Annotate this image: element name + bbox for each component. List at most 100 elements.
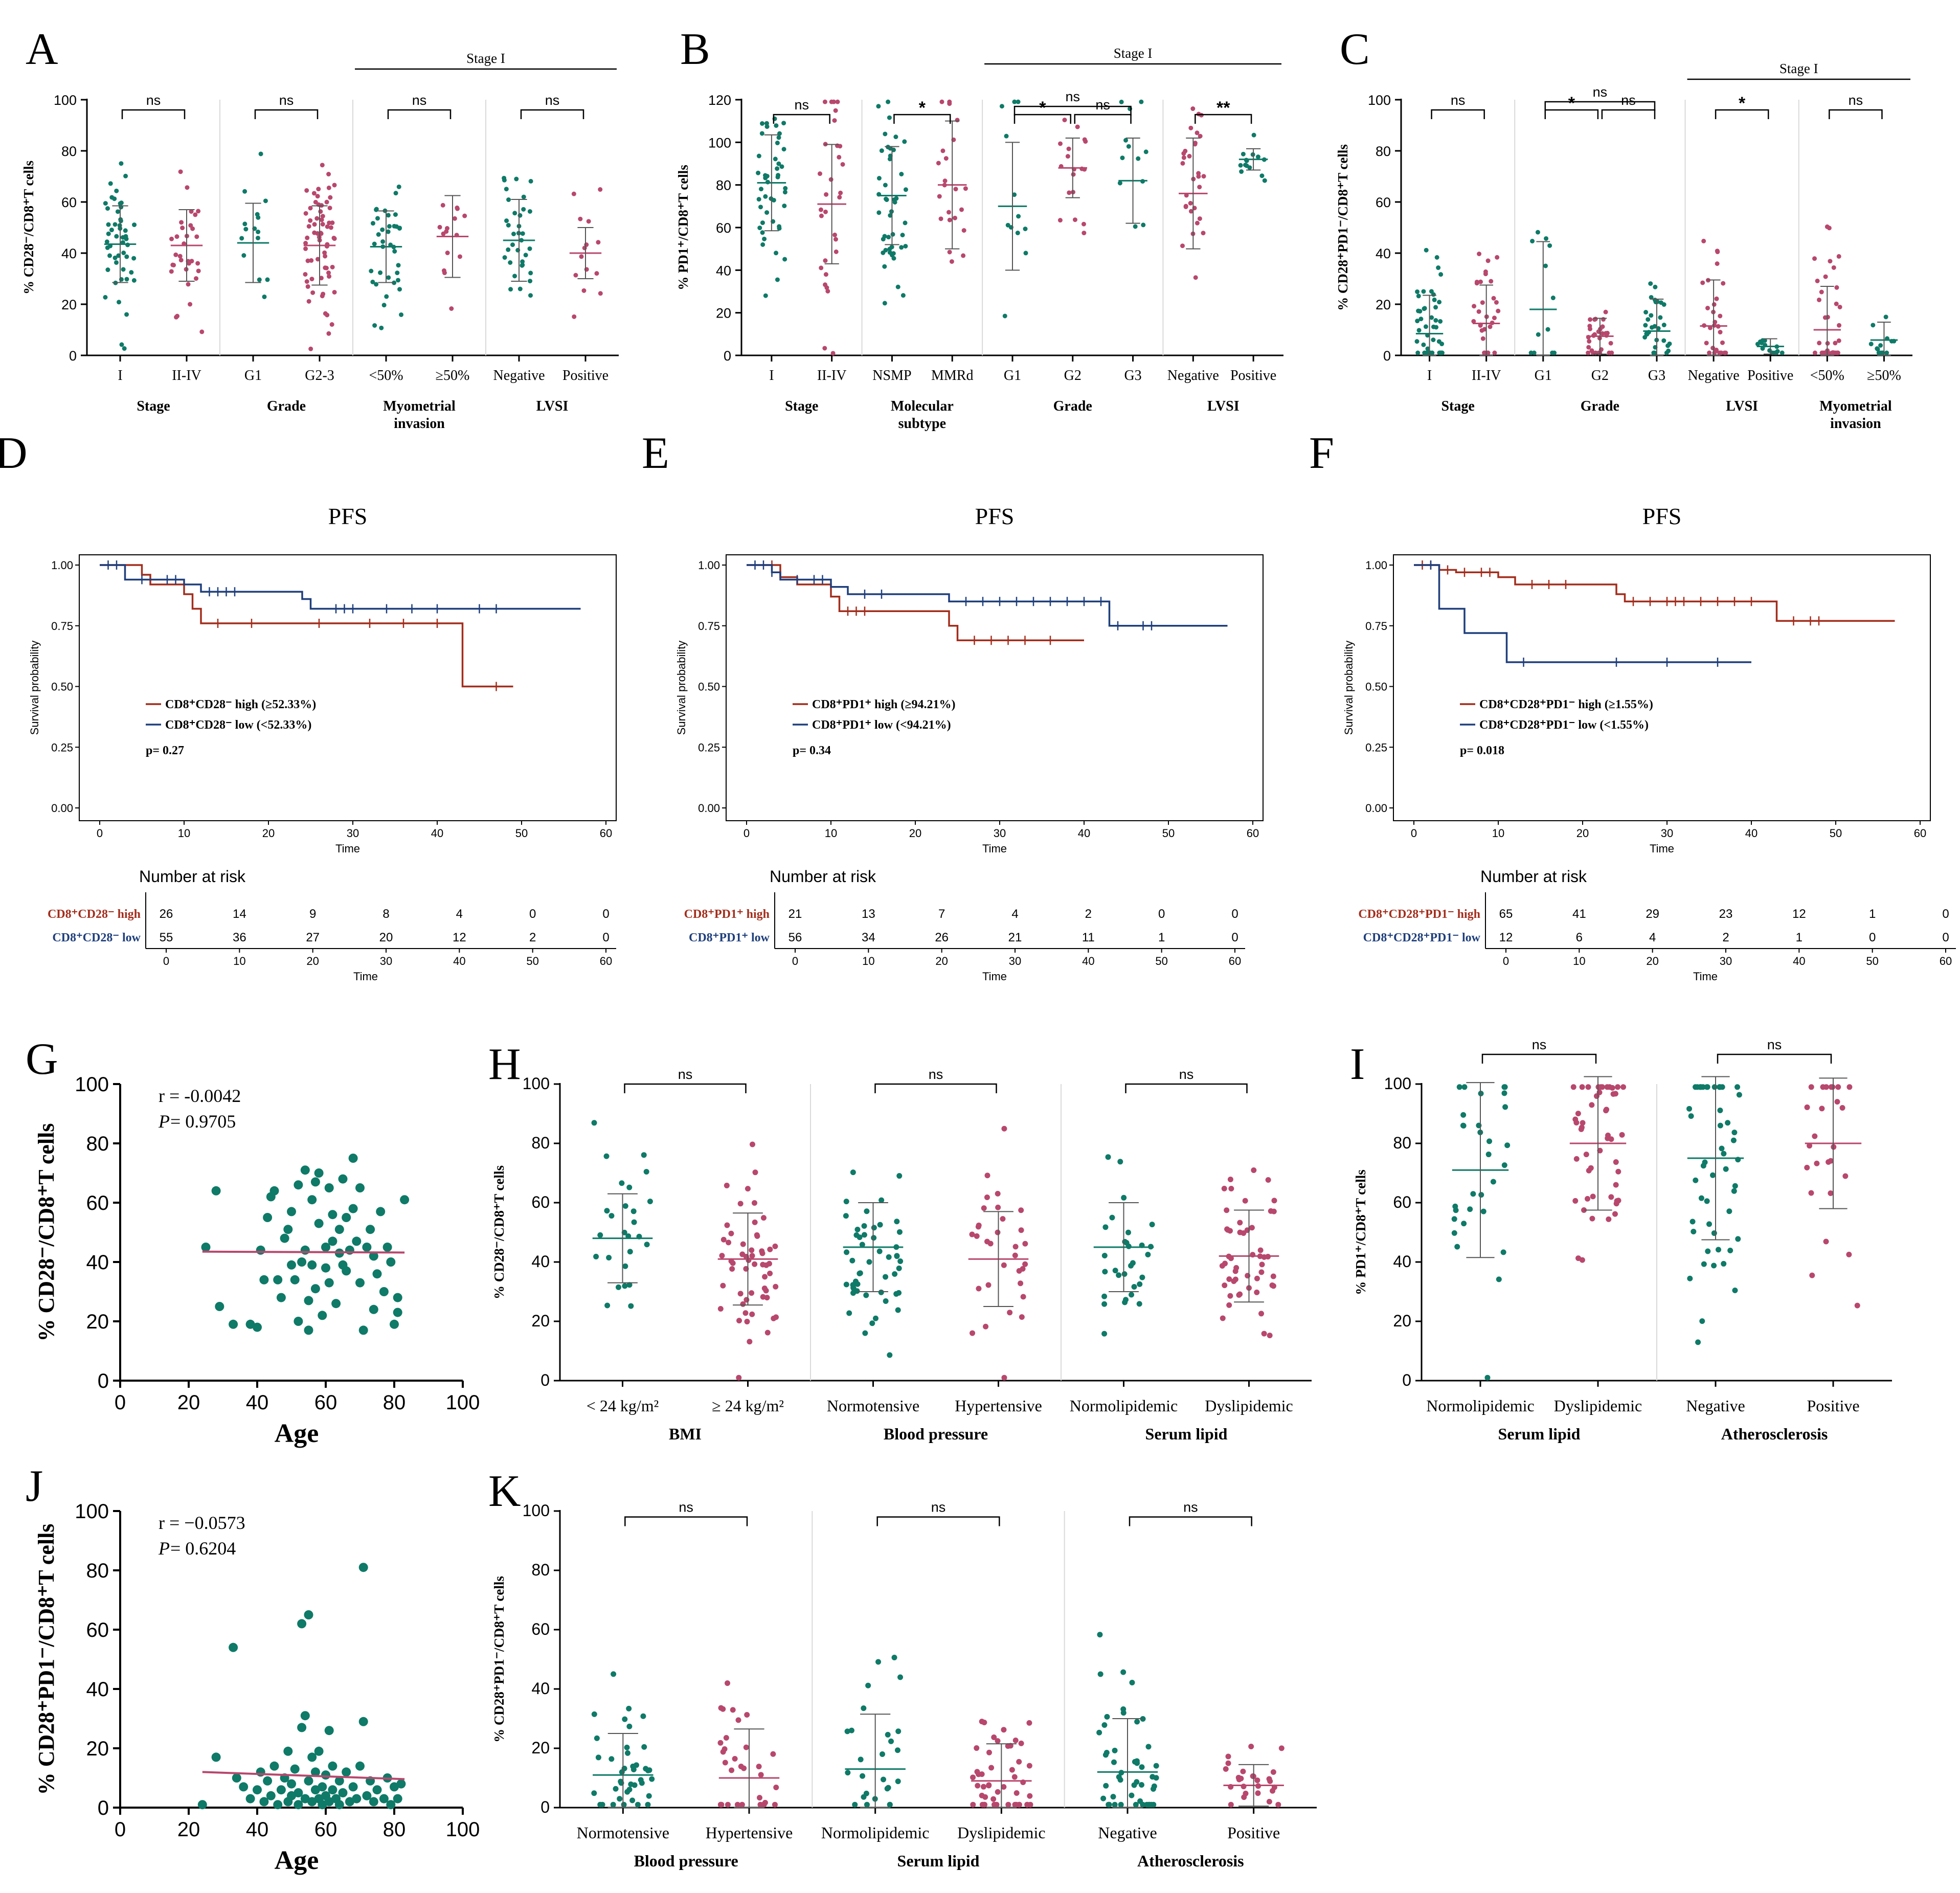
- data-point: [1579, 1124, 1585, 1131]
- data-point: [878, 1197, 885, 1203]
- y-tick-label: 40: [531, 1252, 550, 1271]
- data-point: [984, 1195, 990, 1201]
- data-point: [578, 216, 583, 221]
- risk-value: 0: [1869, 931, 1876, 944]
- data-point: [1812, 1133, 1818, 1139]
- data-point: [975, 1783, 981, 1789]
- data-point: [129, 270, 134, 275]
- y-tick-label: 0.50: [698, 681, 720, 693]
- data-point: [1573, 1156, 1580, 1162]
- data-point: [393, 1794, 402, 1804]
- data-point: [976, 1222, 982, 1228]
- panel-label: B: [680, 25, 710, 74]
- risk-x-tick-label: 60: [600, 955, 612, 967]
- data-point: [511, 232, 516, 237]
- data-point: [626, 1282, 633, 1288]
- y-tick-label: 100: [75, 1073, 109, 1096]
- data-point: [266, 1791, 276, 1800]
- data-point: [374, 282, 379, 287]
- risk-value: 20: [379, 931, 393, 944]
- data-point: [981, 1205, 987, 1211]
- category-label: Negative: [1167, 368, 1219, 384]
- data-point: [399, 312, 404, 317]
- plot-frame: [1393, 554, 1931, 821]
- data-point: [953, 215, 958, 220]
- y-tick-label: 0.75: [51, 620, 73, 633]
- data-point: [830, 351, 836, 356]
- r-value: r = -0.0042: [159, 1086, 241, 1106]
- data-point: [1148, 1801, 1155, 1808]
- data-point: [253, 1322, 262, 1332]
- data-point: [305, 235, 310, 240]
- risk-row-label: CD8⁺CD28⁻ high: [48, 908, 141, 921]
- significance-label: *: [1739, 94, 1746, 113]
- data-point: [1007, 1310, 1013, 1316]
- x-tick-label: 20: [909, 827, 921, 840]
- data-point: [1606, 1216, 1612, 1222]
- y-axis-title: % CD28⁻/CD8⁺T cells: [21, 161, 36, 295]
- data-point: [1015, 231, 1020, 236]
- data-point: [259, 1275, 269, 1284]
- data-point: [358, 1325, 368, 1335]
- data-point: [1688, 1113, 1694, 1119]
- data-point: [283, 1225, 293, 1234]
- data-point: [586, 219, 591, 224]
- data-point: [320, 222, 325, 227]
- data-point: [1804, 1164, 1810, 1170]
- data-point: [1123, 1297, 1129, 1303]
- data-point: [1815, 278, 1820, 283]
- category-label: Normolipidemic: [1070, 1396, 1178, 1415]
- panel-B: B 0 20 40 60 80 100 120 % PD1⁺/CD8⁺T cells I II-IV…: [675, 25, 1283, 432]
- data-point: [631, 1219, 637, 1225]
- data-point: [374, 207, 379, 212]
- data-point: [1101, 1293, 1108, 1299]
- data-point: [720, 1282, 726, 1289]
- y-tick-label: 1.00: [698, 559, 720, 572]
- data-point: [1722, 350, 1727, 355]
- data-point: [1693, 1084, 1699, 1090]
- data-point: [1012, 1738, 1019, 1744]
- risk-value: 7: [938, 907, 945, 921]
- risk-value: 0: [1231, 931, 1238, 944]
- data-point: [1661, 338, 1666, 343]
- data-point: [760, 220, 765, 226]
- y-tick-label: 60: [716, 220, 731, 236]
- category-label: NSMP: [872, 368, 911, 384]
- data-point: [819, 213, 824, 218]
- data-point: [893, 134, 898, 140]
- data-point: [630, 1208, 637, 1214]
- data-point: [1016, 214, 1021, 219]
- data-point: [1504, 1142, 1511, 1148]
- data-point: [309, 258, 314, 263]
- data-point: [892, 199, 897, 205]
- data-point: [1603, 309, 1608, 314]
- data-point: [118, 218, 123, 223]
- data-point: [323, 254, 328, 259]
- data-point: [1478, 279, 1483, 284]
- data-point: [506, 247, 511, 252]
- comparison-bracket: [121, 109, 186, 119]
- data-point: [370, 279, 375, 284]
- data-point: [320, 163, 325, 168]
- data-point: [992, 1801, 998, 1808]
- y-tick-label: 100: [75, 1500, 109, 1523]
- data-point: [1599, 1084, 1605, 1090]
- data-point: [189, 209, 194, 214]
- category-label: <50%: [1810, 368, 1844, 384]
- category-label: II-IV: [1472, 368, 1501, 384]
- data-point: [1241, 1784, 1247, 1790]
- stage-label: Stage I: [1114, 46, 1153, 61]
- category-label: G3: [1124, 368, 1141, 384]
- data-point: [300, 1165, 310, 1175]
- data-point: [1476, 309, 1481, 314]
- data-point: [241, 253, 246, 258]
- data-point: [1536, 332, 1541, 337]
- x-tick-label: 50: [515, 827, 528, 840]
- data-point: [974, 1769, 980, 1775]
- risk-value: 0: [602, 931, 609, 944]
- data-point: [396, 263, 401, 268]
- data-point: [324, 244, 329, 249]
- r-value: r = −0.0573: [159, 1513, 245, 1533]
- data-point: [863, 1292, 869, 1298]
- data-point: [1836, 338, 1841, 343]
